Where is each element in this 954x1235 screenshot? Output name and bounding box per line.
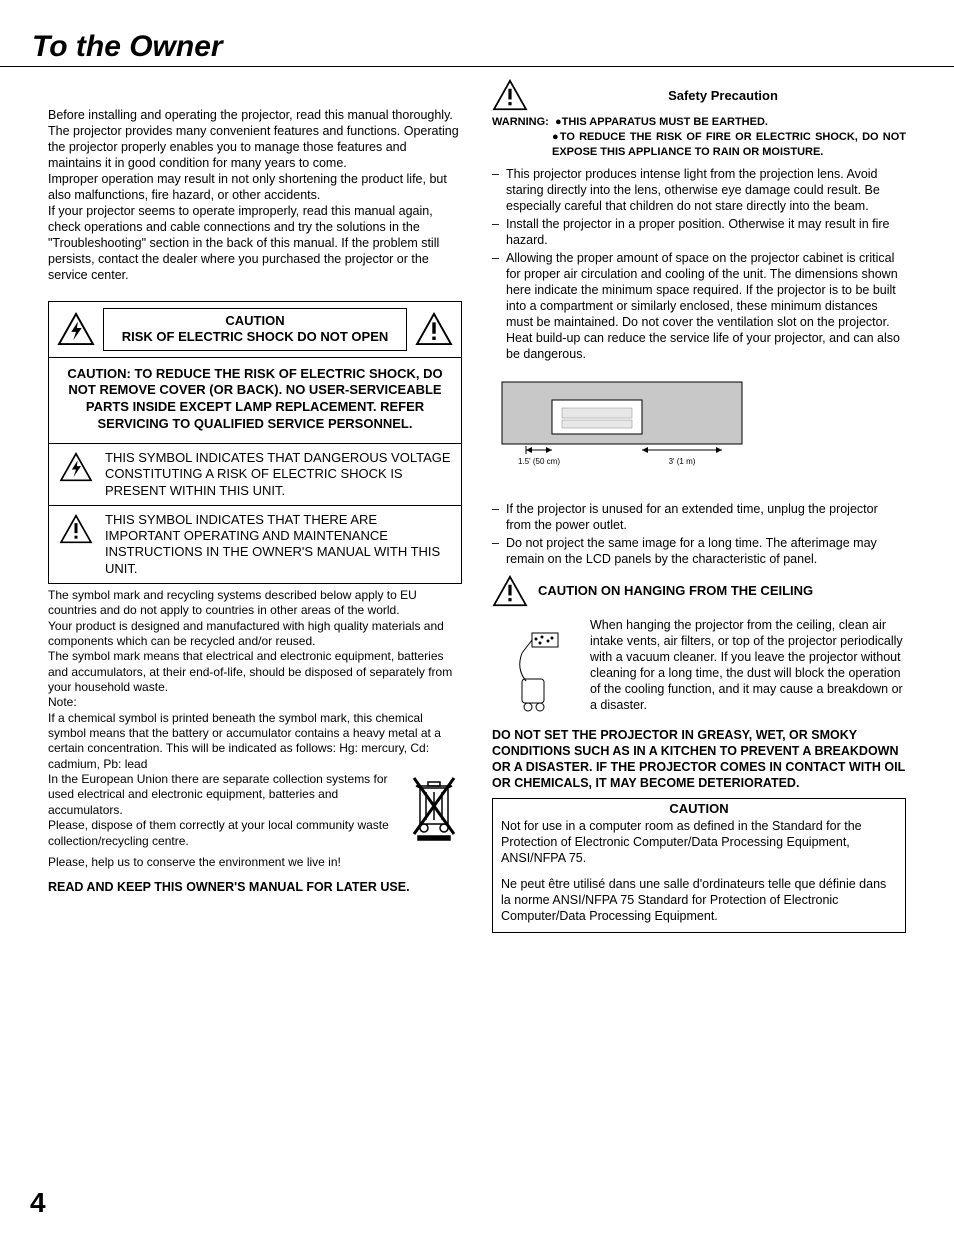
safety-item-2: Install the projector in a proper positi…	[506, 216, 906, 248]
safety-precaution-header: Safety Precaution	[492, 79, 906, 111]
ceiling-header: CAUTION ON HANGING FROM THE CEILING	[492, 575, 906, 607]
wheelie-bin-icon	[406, 772, 462, 842]
caution2-en: Not for use in a computer room as define…	[501, 818, 897, 866]
safety-list: –This projector produces intense light f…	[492, 166, 906, 362]
diag-right-label: 3' (1 m)	[669, 457, 696, 466]
page-title: To the Owner	[32, 30, 906, 64]
recycle-p5: In the European Union there are separate…	[48, 772, 398, 818]
safety-precaution-title: Safety Precaution	[540, 88, 906, 103]
symbol-warn-text: THIS SYMBOL INDICATES THAT THERE ARE IMP…	[105, 512, 451, 577]
recycle-block: The symbol mark and recycling systems de…	[48, 588, 462, 870]
intro-p3: Improper operation may result in not onl…	[48, 171, 462, 203]
recycle-p1: The symbol mark and recycling systems de…	[48, 588, 462, 619]
safety-item-3: Allowing the proper amount of space on t…	[506, 250, 906, 362]
intro-p4: If your projector seems to operate impro…	[48, 203, 462, 283]
title-rule	[0, 66, 954, 67]
left-column: Before installing and operating the proj…	[48, 79, 462, 933]
ceiling-title: CAUTION ON HANGING FROM THE CEILING	[538, 583, 813, 598]
intro-p1: Before installing and operating the proj…	[48, 107, 462, 123]
intro-p2: The projector provides many convenient f…	[48, 123, 462, 171]
caution2-title: CAUTION	[501, 801, 897, 816]
warning-2: ●TO REDUCE THE RISK OF FIRE OR ELECTRIC …	[492, 130, 906, 160]
safety-item-1: This projector produces intense light fr…	[506, 166, 906, 214]
warning-triangle-icon	[59, 514, 93, 544]
warning-triangle-icon	[415, 312, 453, 346]
warning-triangle-icon	[492, 79, 528, 111]
warning-line: WARNING: ●THIS APPARATUS MUST BE EARTHED…	[492, 115, 906, 130]
caution2-fr: Ne peut être utilisé dans une salle d'or…	[501, 876, 897, 924]
intro-block: Before installing and operating the proj…	[48, 107, 462, 283]
safety-item-4: If the projector is unused for an extend…	[506, 501, 906, 533]
symbol-shock-text: THIS SYMBOL INDICATES THAT DANGEROUS VOL…	[105, 450, 451, 499]
right-column: Safety Precaution WARNING: ●THIS APPARAT…	[492, 79, 906, 933]
caution-label: CAUTION	[110, 313, 400, 329]
ceiling-text: When hanging the projector from the ceil…	[590, 617, 906, 713]
ceiling-body: When hanging the projector from the ceil…	[492, 617, 906, 713]
caution-computer-room: CAUTION Not for use in a computer room a…	[492, 798, 906, 933]
recycle-p6: Please, dispose of them correctly at you…	[48, 818, 398, 849]
recycle-p4: If a chemical symbol is printed beneath …	[48, 711, 462, 772]
safety-list-2: –If the projector is unused for an exten…	[492, 501, 906, 567]
caution-box: CAUTION RISK OF ELECTRIC SHOCK DO NOT OP…	[48, 301, 462, 584]
warning-1: THIS APPARATUS MUST BE EARTHED.	[562, 116, 768, 128]
page-number: 4	[30, 1187, 46, 1219]
greasy-warning: DO NOT SET THE PROJECTOR IN GREASY, WET,…	[492, 727, 906, 792]
warning-label: WARNING:	[492, 116, 549, 128]
caution-header: CAUTION RISK OF ELECTRIC SHOCK DO NOT OP…	[49, 302, 461, 358]
caution-risk: RISK OF ELECTRIC SHOCK DO NOT OPEN	[110, 329, 400, 345]
shock-triangle-icon	[57, 312, 95, 346]
shock-triangle-icon	[59, 452, 93, 482]
symbol-row-warn: THIS SYMBOL INDICATES THAT THERE ARE IMP…	[49, 506, 461, 583]
warning-triangle-icon	[492, 575, 528, 607]
diag-left-label: 1.5' (50 cm)	[518, 457, 560, 466]
spacing-diagram: 1.5' (50 cm) 3' (1 m)	[492, 372, 752, 482]
caution-main-text: CAUTION: TO REDUCE THE RISK OF ELECTRIC …	[49, 358, 461, 445]
recycle-note: Note:	[48, 695, 462, 710]
symbol-row-shock: THIS SYMBOL INDICATES THAT DANGEROUS VOL…	[49, 444, 461, 506]
recycle-p3: The symbol mark means that electrical an…	[48, 649, 462, 695]
safety-item-5: Do not project the same image for a long…	[506, 535, 906, 567]
vacuum-icon	[492, 623, 572, 713]
recycle-p7: Please, help us to conserve the environm…	[48, 855, 398, 870]
recycle-p2: Your product is designed and manufacture…	[48, 619, 462, 650]
read-keep-notice: READ AND KEEP THIS OWNER'S MANUAL FOR LA…	[48, 880, 462, 894]
